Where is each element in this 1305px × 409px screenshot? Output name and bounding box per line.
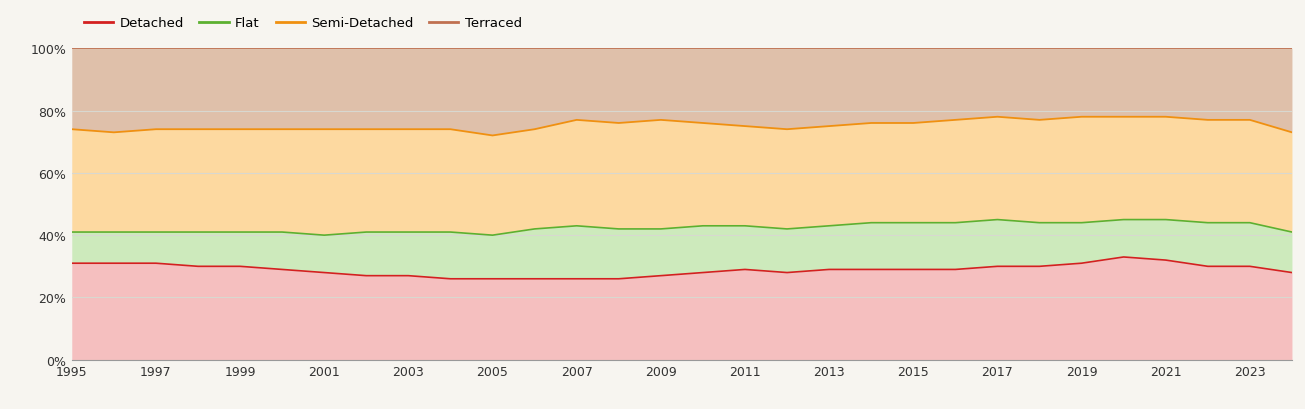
Legend: Detached, Flat, Semi-Detached, Terraced: Detached, Flat, Semi-Detached, Terraced [78,12,527,36]
